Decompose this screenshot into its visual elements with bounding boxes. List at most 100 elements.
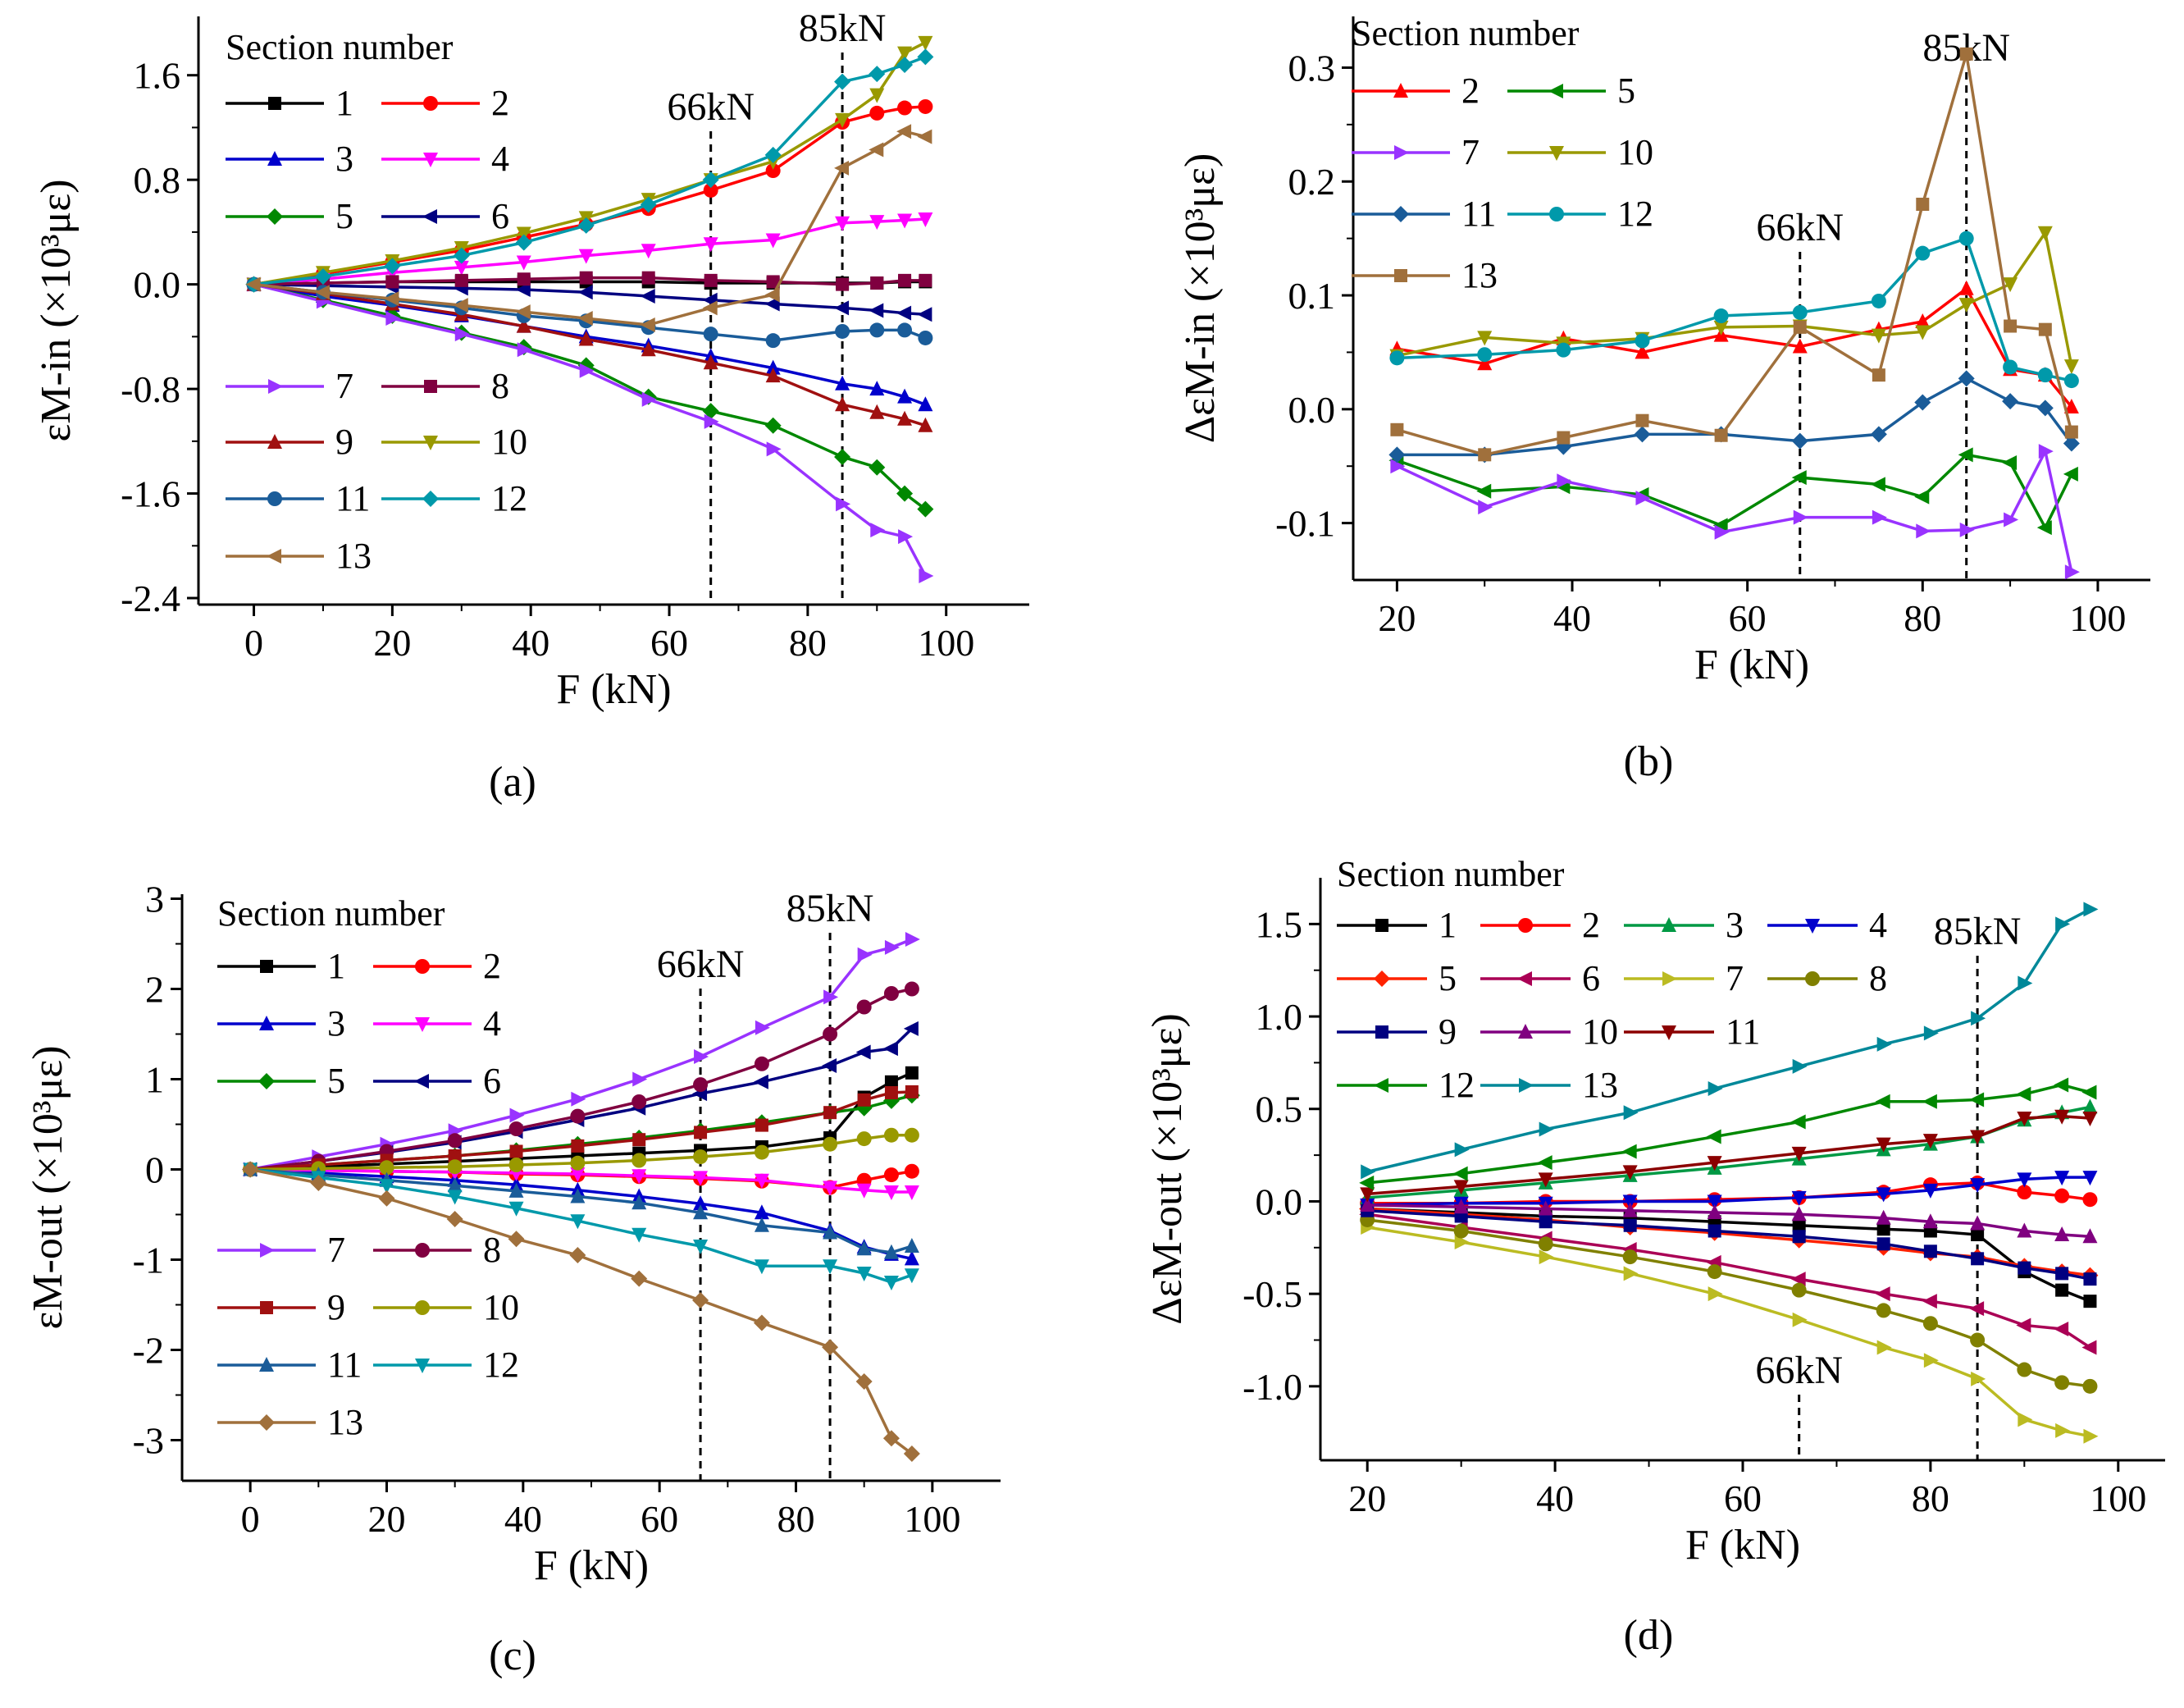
data-point — [835, 323, 850, 339]
data-point — [1971, 1228, 1985, 1242]
x-tick-label: 80 — [789, 622, 827, 664]
data-point — [917, 307, 932, 322]
data-point — [2018, 1412, 2033, 1427]
series-line-7 — [1366, 1226, 2091, 1438]
data-point — [453, 298, 468, 313]
data-point — [765, 359, 781, 375]
data-point — [640, 288, 655, 304]
x-axis-label: F (kN) — [1694, 642, 1809, 688]
data-point — [1923, 1025, 1939, 1041]
data-point — [2082, 1112, 2098, 1127]
data-point — [1453, 1199, 1469, 1214]
series-line-10 — [253, 41, 927, 286]
y-tick-label: 0.5 — [1256, 1089, 1303, 1130]
data-point — [2018, 1261, 2031, 1275]
legend-marker — [1394, 269, 1407, 282]
legend-marker — [1662, 1025, 1676, 1040]
data-point — [1969, 1092, 1985, 1107]
x-tick-label: 20 — [1378, 597, 1416, 639]
legend-label: 10 — [1617, 132, 1653, 172]
data-point — [384, 291, 399, 307]
data-point — [1915, 313, 1931, 328]
legend-marker — [260, 1243, 275, 1258]
data-point — [242, 1161, 259, 1178]
data-point — [856, 1240, 872, 1256]
data-point — [578, 249, 594, 264]
data-point — [1971, 1371, 1986, 1386]
data-point — [2064, 425, 2078, 439]
data-point — [1922, 1213, 1938, 1229]
data-point — [765, 163, 781, 179]
data-point — [883, 1276, 899, 1290]
data-point — [918, 417, 933, 432]
data-point — [904, 1163, 919, 1179]
series-line-5 — [1396, 453, 2073, 531]
data-point — [823, 1259, 838, 1275]
data-point — [632, 1071, 648, 1087]
data-point — [454, 260, 469, 276]
y-tick-label: -1 — [133, 1240, 164, 1281]
legend-marker — [1394, 145, 1409, 160]
data-point — [917, 48, 934, 66]
data-point — [919, 273, 932, 287]
data-point — [1876, 1137, 1891, 1153]
data-point — [1872, 368, 1885, 382]
data-point — [2036, 400, 2054, 417]
data-point — [385, 275, 399, 289]
data-point — [896, 56, 914, 73]
data-point — [1635, 491, 1651, 506]
data-point — [870, 276, 884, 290]
data-point — [631, 1194, 647, 1210]
series-line-10 — [1367, 1203, 2091, 1239]
data-point — [1792, 338, 1808, 354]
data-point — [2018, 975, 2033, 991]
legend-title: Section number — [1337, 854, 1565, 894]
data-point — [1538, 1200, 1553, 1216]
data-point — [1713, 320, 1729, 336]
data-point — [385, 311, 401, 327]
data-point — [1707, 1264, 1722, 1280]
data-point — [823, 1224, 838, 1240]
data-point — [1790, 1272, 1806, 1287]
legend-marker — [423, 436, 438, 450]
legend-marker — [1393, 206, 1409, 222]
data-point — [1958, 447, 1973, 463]
data-point — [897, 322, 913, 338]
data-point — [1623, 1218, 1637, 1232]
data-point — [869, 88, 885, 103]
y-tick-label: -0.1 — [1275, 503, 1335, 545]
data-point — [1876, 1036, 1892, 1052]
y-tick-label: -2 — [133, 1330, 164, 1372]
data-point — [1621, 1144, 1637, 1159]
y-tick-label: 2 — [145, 969, 164, 1011]
data-point — [571, 1091, 586, 1107]
data-point — [904, 981, 919, 997]
data-point — [905, 932, 920, 947]
legend-marker — [414, 1074, 429, 1089]
legend-marker — [1549, 207, 1564, 221]
data-point — [2082, 1171, 2098, 1186]
legend-marker — [415, 959, 430, 974]
data-point — [1914, 489, 1930, 505]
data-point — [245, 276, 261, 292]
data-point — [1958, 280, 1974, 295]
data-point — [919, 568, 934, 583]
data-point — [904, 1238, 919, 1253]
legend-marker — [1374, 970, 1390, 987]
x-tick-label: 80 — [1904, 597, 1941, 639]
annotation-label: 85kN — [1934, 910, 2022, 953]
data-point — [1388, 446, 1406, 464]
annotation-label: 66kN — [1755, 1349, 1843, 1392]
annotation-label: 66kN — [667, 85, 755, 129]
legend-label: 2 — [491, 83, 509, 123]
legend-label: 11 — [1726, 1012, 1760, 1052]
data-point — [2082, 1228, 2098, 1244]
data-point — [897, 410, 913, 426]
data-point — [2064, 564, 2080, 580]
data-point — [579, 271, 593, 285]
data-point — [883, 986, 899, 1001]
data-point — [835, 396, 850, 412]
legend-label: 6 — [483, 1061, 501, 1101]
data-point — [640, 196, 657, 213]
data-point — [822, 1058, 837, 1073]
